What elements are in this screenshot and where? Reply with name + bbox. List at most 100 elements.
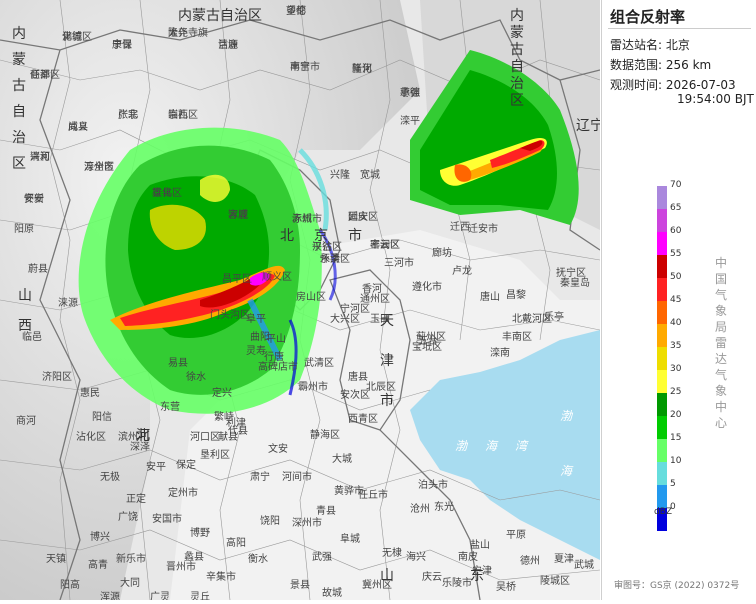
city-label: 北戴河区 <box>512 312 552 325</box>
city-label: 浑源 <box>100 590 120 600</box>
station-value: 北京 <box>665 38 690 52</box>
region-label-right: 蒙 <box>510 25 524 41</box>
province-label-shandong: 东 <box>470 568 484 584</box>
city-label: 枣强 <box>400 87 420 99</box>
city-label: 安平 <box>146 460 166 473</box>
city-label: 望都 <box>286 4 306 17</box>
city-label: 迁西 <box>450 221 470 233</box>
city-label: 黄骅市 <box>334 484 364 497</box>
city-label: 宽城 <box>360 168 380 181</box>
city-label: 唐山 <box>480 290 500 303</box>
city-label: 宁津 <box>472 564 492 577</box>
city-label: 阳信 <box>92 411 112 423</box>
city-label: 滨州 <box>118 430 138 443</box>
legend-tick-15: 15 <box>670 433 682 443</box>
city-label: 河间市 <box>282 470 312 483</box>
sea-label-bohai-bay: 海 <box>485 439 499 453</box>
province-label-beijing: 京 <box>314 228 328 244</box>
city-label: 昌黎 <box>506 288 526 301</box>
city-label: 怀安 <box>24 192 44 205</box>
city-label: 平原 <box>506 529 526 541</box>
city-label: 武清区 <box>304 356 334 369</box>
legend-tick-35: 35 <box>670 341 682 351</box>
city-label: 延庆区 <box>348 210 378 223</box>
province-label-tianjin: 市 <box>380 392 394 409</box>
legend-swatch-10 <box>657 462 667 485</box>
sea-label-bohai-bay: 湾 <box>515 439 529 453</box>
city-label: 天镇 <box>46 552 66 565</box>
city-label: 武强 <box>312 550 332 563</box>
city-label: 景县 <box>290 579 310 591</box>
legend-tick-30: 30 <box>670 364 682 374</box>
legend-tick-40: 40 <box>670 318 682 328</box>
city-label: 广饶 <box>118 510 138 523</box>
city-label: 任泽区 <box>30 68 60 81</box>
city-label: 沾化区 <box>76 430 106 443</box>
city-label: 威县 <box>68 120 88 133</box>
city-label: 抚宁区 <box>556 266 586 279</box>
city-label: 滦平 <box>400 114 420 127</box>
city-label: 大兴区 <box>330 312 360 325</box>
city-label: 尚义 <box>68 120 88 133</box>
city-label: 玉田 <box>370 314 390 325</box>
city-label: 康保 <box>112 38 132 51</box>
region-label-left: 古 <box>12 78 26 94</box>
map-label-layer: 内蒙古自治区内蒙古自治区内蒙古自治区北京市天津市河北山西渤海湾渤海山 东辽宁多伦化… <box>12 4 604 603</box>
city-label: 遵化市 <box>412 280 442 293</box>
city-label: 安新 <box>24 192 44 205</box>
region-label-left: 区 <box>12 156 26 172</box>
city-label: 任丘市 <box>358 488 388 501</box>
city-label: 霸州市 <box>298 380 328 393</box>
city-label: 隆尧 <box>168 26 188 39</box>
radar-echo-west <box>78 127 337 414</box>
legend-swatch-40 <box>657 324 667 347</box>
city-label: 无极 <box>100 470 120 483</box>
legend-swatch-45 <box>657 301 667 324</box>
city-label: 沧州 <box>410 502 430 515</box>
city-label: 北辰区 <box>366 381 396 393</box>
legend-tick-5: 5 <box>670 479 676 489</box>
city-label: 临西 <box>168 108 188 121</box>
city-label: 武城 <box>574 558 594 571</box>
province-label-hebei: 河 <box>136 428 150 444</box>
city-label: 容城 <box>228 208 248 221</box>
city-label: 平谷区 <box>312 241 342 253</box>
city-label: 晋州市 <box>166 560 196 573</box>
city-label: 大城 <box>332 452 352 465</box>
legend-tick-50: 50 <box>670 272 682 282</box>
province-label-tianjin: 津 <box>380 353 394 369</box>
city-label: 阜平 <box>246 312 266 325</box>
city-label: 辛集市 <box>206 570 236 583</box>
region-label-right: 区 <box>510 93 524 109</box>
city-label: 房山区 <box>296 290 326 303</box>
legend-unit: dBZ <box>654 507 673 517</box>
city-label: 蠡县 <box>184 550 204 563</box>
city-label: 涞源 <box>58 296 78 309</box>
city-label: 乐陵市 <box>442 576 472 589</box>
agency-vertical-text: 中国气象局雷达气象中心 <box>714 256 727 430</box>
city-label: 巨鹿 <box>218 38 238 51</box>
city-label: 滦州市 <box>84 160 114 173</box>
mountain-relief <box>0 0 420 600</box>
time-row: 观测时间: 2026-07-03 <box>610 76 736 93</box>
legend-tick-70: 70 <box>670 180 682 190</box>
legend-swatch-55 <box>657 255 667 278</box>
region-label-right: 自 <box>510 59 524 75</box>
city-label: 宝坻区 <box>412 340 442 353</box>
city-label: 故城 <box>322 586 342 599</box>
city-label: 定兴 <box>212 386 232 399</box>
city-label: 昌平区 <box>222 273 252 285</box>
city-label: 吴桥 <box>496 581 516 593</box>
city-label: 雄县 <box>152 186 172 199</box>
region-label-left: 自 <box>12 104 26 120</box>
sea-label-bohai: 渤 <box>560 409 574 423</box>
sea-label-bohai: 海 <box>560 464 574 478</box>
legend-swatch-25 <box>657 393 667 416</box>
city-label: 平山 <box>266 333 286 345</box>
city-label: 惠民 <box>80 386 100 399</box>
legend-swatch-70 <box>657 186 667 209</box>
city-label: 行唐 <box>264 350 284 363</box>
range-row: 数据范围: 256 km <box>610 56 711 73</box>
city-label: 张北 <box>118 109 138 121</box>
city-label: 丰宁 <box>290 60 310 73</box>
